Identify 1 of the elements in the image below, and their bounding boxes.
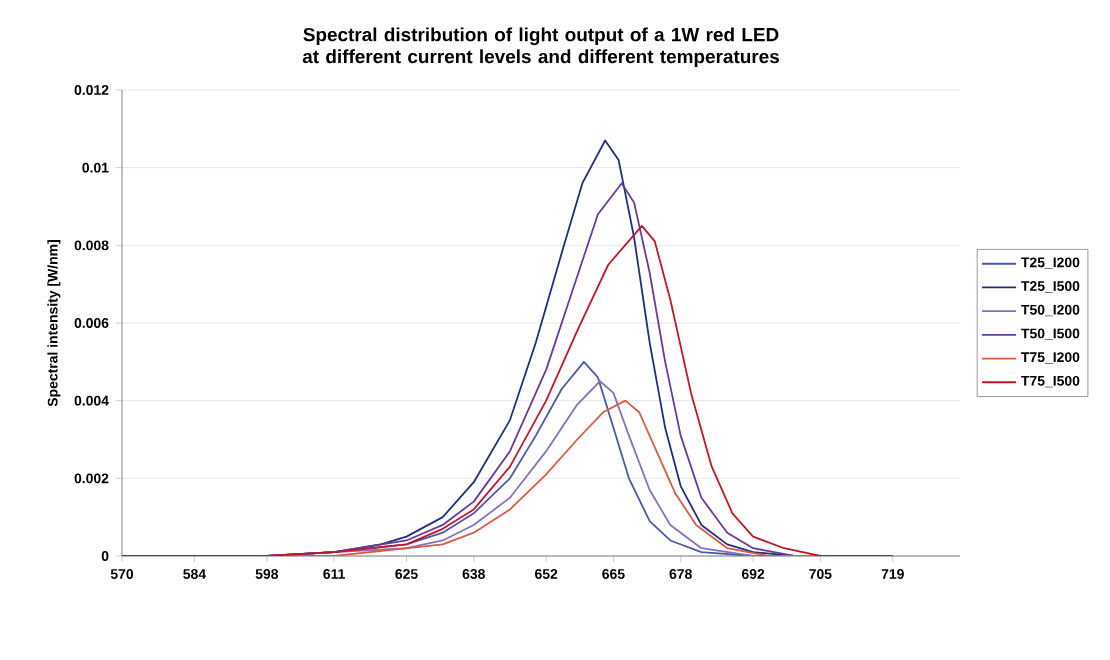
chart-title: Spectral distribution of light output of a 1W red LED at different current levels and different temperatures	[302, 27, 779, 68]
